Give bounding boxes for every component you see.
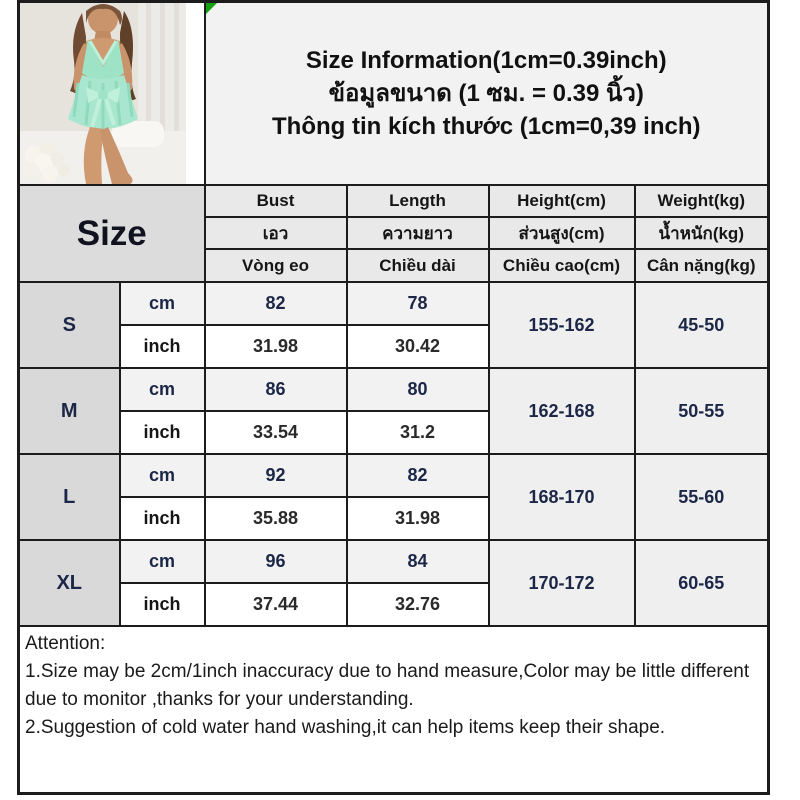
header-height-vi: Chiều cao(cm) — [487, 248, 636, 283]
cell-l-bust-inch: 35.88 — [203, 496, 348, 541]
attention-heading: Attention: — [25, 633, 106, 654]
product-photo — [20, 3, 186, 184]
size-chart-sheet: Size Information(1cm=0.39inch) ข้อมูลขนา… — [17, 0, 771, 795]
header-weight-en: Weight(kg) — [633, 184, 770, 218]
cell-s-weight: 45-50 — [633, 281, 770, 369]
table-row-xl-cm: XL cm 96 84 170-172 60-65 — [17, 539, 770, 627]
table-row-m-cm: M cm 86 80 162-168 50-55 — [17, 367, 770, 455]
unit-label-inch: inch — [118, 496, 206, 541]
attention-note-1: 1.Size may be 2cm/1inch inaccuracy due t… — [25, 661, 750, 710]
header-height-en: Height(cm) — [487, 184, 636, 218]
header-length-th: ความยาว — [345, 216, 490, 250]
cell-l-weight: 55-60 — [633, 453, 770, 541]
table-row-xl-inch: inch 37.44 32.76 — [19, 582, 769, 627]
table-row-s-inch: inch 31.98 30.42 — [19, 324, 769, 369]
product-photo-cell — [17, 0, 206, 186]
cell-m-length-inch: 31.2 — [345, 410, 490, 455]
cell-l-height: 168-170 — [487, 453, 636, 541]
table-row-l-cm: L cm 92 82 168-170 55-60 — [17, 453, 770, 541]
attention-note-2: 2.Suggestion of cold water hand washing,… — [25, 717, 666, 738]
header-bust-en: Bust — [203, 184, 348, 218]
table-row-s-cm: S cm 82 78 155-162 45-50 — [17, 281, 770, 369]
cell-l-length-cm: 82 — [345, 453, 490, 498]
unit-label-cm: cm — [118, 281, 206, 326]
header-height-th: ส่วนสูง(cm) — [487, 216, 636, 250]
cell-xl-length-cm: 84 — [345, 539, 490, 584]
table-row-l-inch: inch 35.88 31.98 — [19, 496, 769, 541]
green-corner-marker-icon — [206, 3, 217, 14]
cell-m-length-cm: 80 — [345, 367, 490, 412]
size-label-s: S — [17, 281, 121, 369]
cell-s-bust-inch: 31.98 — [203, 324, 348, 369]
cell-xl-length-inch: 32.76 — [345, 582, 490, 627]
size-label-l: L — [17, 453, 121, 541]
flowers-decor — [24, 141, 70, 182]
cell-s-length-inch: 30.42 — [345, 324, 490, 369]
cell-xl-height: 170-172 — [487, 539, 636, 627]
page-title-vi: Thông tin kích thước (1cm=0,39 inch) — [272, 113, 701, 140]
cell-s-length-cm: 78 — [345, 281, 490, 326]
header-bust-th: เอว — [203, 216, 348, 250]
model-figure — [68, 4, 138, 184]
unit-label-inch: inch — [118, 582, 206, 627]
cell-s-bust-cm: 82 — [203, 281, 348, 326]
cell-l-bust-cm: 92 — [203, 453, 348, 498]
size-table: Size Information(1cm=0.39inch) ข้อมูลขนา… — [17, 0, 771, 795]
cell-s-height: 155-162 — [487, 281, 636, 369]
size-label-m: M — [17, 367, 121, 455]
header-length-vi: Chiều dài — [345, 248, 490, 283]
unit-label-cm: cm — [118, 367, 206, 412]
size-column-header: Size — [17, 184, 206, 283]
header-weight-vi: Cân nặng(kg) — [633, 248, 770, 283]
header-length-en: Length — [345, 184, 490, 218]
unit-label-inch: inch — [118, 410, 206, 455]
unit-label-cm: cm — [118, 539, 206, 584]
cell-l-length-inch: 31.98 — [345, 496, 490, 541]
cell-m-bust-cm: 86 — [203, 367, 348, 412]
attention-section: Attention: 1.Size may be 2cm/1inch inacc… — [17, 625, 770, 795]
unit-label-inch: inch — [118, 324, 206, 369]
cell-xl-bust-cm: 96 — [203, 539, 348, 584]
size-label-xl: XL — [17, 539, 121, 627]
header-bust-vi: Vòng eo — [203, 248, 348, 283]
title-cell: Size Information(1cm=0.39inch) ข้อมูลขนา… — [203, 0, 770, 186]
header-weight-th: น้ำหนัก(kg) — [633, 216, 770, 250]
cell-m-height: 162-168 — [487, 367, 636, 455]
cell-xl-bust-inch: 37.44 — [203, 582, 348, 627]
page-title-en: Size Information(1cm=0.39inch) — [305, 47, 667, 74]
cell-m-weight: 50-55 — [633, 367, 770, 455]
cell-m-bust-inch: 33.54 — [203, 410, 348, 455]
page-title-th: ข้อมูลขนาด (1 ซม. = 0.39 นิ้ว) — [328, 80, 644, 107]
cell-xl-weight: 60-65 — [633, 539, 770, 627]
table-row-m-inch: inch 33.54 31.2 — [19, 410, 769, 455]
unit-label-cm: cm — [118, 453, 206, 498]
